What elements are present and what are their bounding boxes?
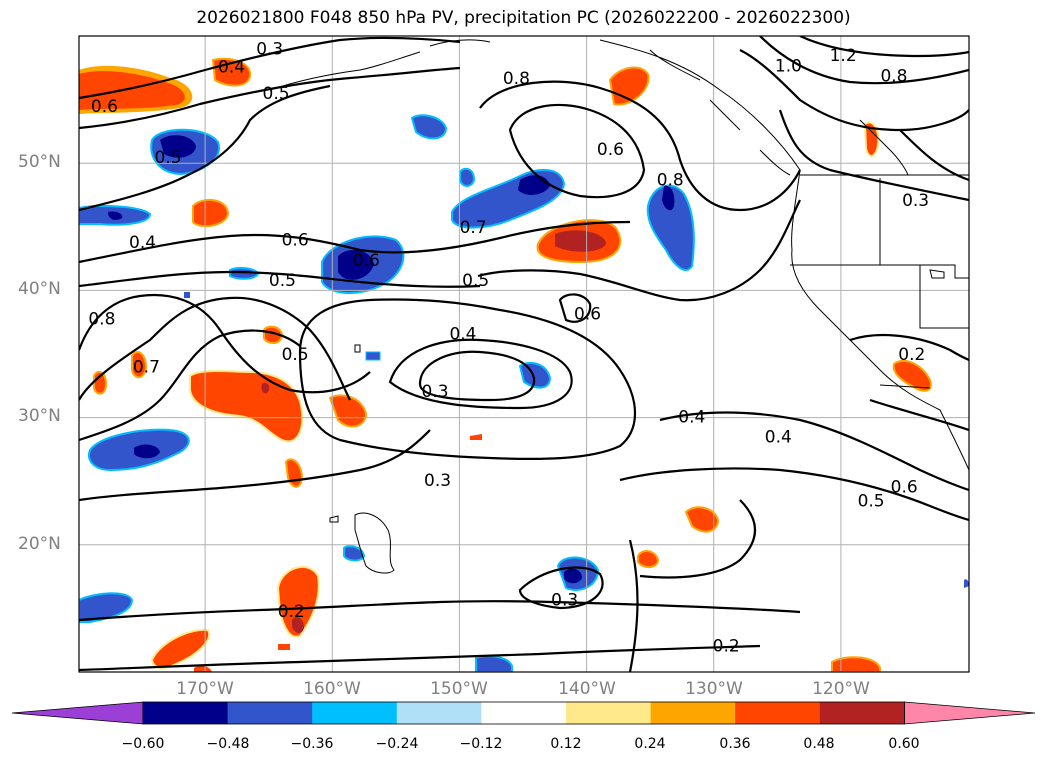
contour-label: 0.3 [256,40,283,60]
coastlines [269,39,969,574]
contour-label: 0.6 [597,140,624,160]
colorbar-tick: 0.36 [719,736,751,752]
colorbar-segment [227,702,313,724]
contour-label: 0.8 [88,309,115,329]
contour-label: 0.4 [678,407,705,427]
colorbar-segment [735,702,821,724]
contour-label: 0.5 [282,345,309,365]
contour-label: 0.6 [282,231,309,251]
colorbar-segment [566,702,652,724]
lat-label-30n: 30°N [18,406,61,426]
colorbar-frame [142,701,905,725]
colorbar-tick: 0.24 [634,736,666,752]
colorbar-segment [481,702,567,724]
colorbar-tick: −0.48 [206,736,250,752]
lat-label-20n: 20°N [18,534,61,554]
contour-label: 0.3 [551,590,578,610]
contour-labels: 0.3 0.4 0.5 0.6 0.5 0.4 0.6 0.5 0.6 0.7 0.5 0.8 0.7 0… [88,40,929,657]
colorbar [11,701,1036,725]
lon-label-170w: 170°W [176,679,234,699]
colorbar-segment [143,702,229,724]
colorbar-tick: −0.36 [290,736,334,752]
contour-label: 0.4 [765,428,792,448]
contour-label: 0.7 [133,358,160,378]
colorbar-segment [650,702,736,724]
contour-label: 0.5 [858,491,885,511]
colorbar-segment [312,702,398,724]
contour-label: 0.5 [269,271,296,291]
contour-label: 0.4 [449,325,476,345]
precip-shading [79,57,969,672]
colorbar-tick: 0.48 [803,736,835,752]
colorbar-tick: −0.12 [459,736,503,752]
colorbar-extend-min [11,701,144,725]
contour-label: 0.5 [462,271,489,291]
contour-label: 0.5 [154,148,181,168]
contour-label: 0.2 [898,345,925,365]
contour-label: 0.5 [263,84,290,104]
contour-label: 0.8 [880,66,907,86]
contour-label: 0.6 [91,97,118,117]
pv-contours [79,36,969,672]
contour-label: 0.6 [353,251,380,271]
contour-label: 0.6 [891,477,918,497]
contour-label: 0.3 [424,471,451,491]
colorbar-tick: −0.24 [375,736,419,752]
lon-label-160w: 160°W [303,679,361,699]
colorbar-extend-max [904,701,1036,725]
colorbar-segments [11,701,1036,725]
lon-label-150w: 150°W [430,679,488,699]
precip-positive-regions [79,57,932,672]
lon-label-130w: 130°W [685,679,743,699]
contour-label: 0.3 [902,191,929,211]
map-title: 2026021800 F048 850 hPa PV, precipitatio… [196,8,851,28]
graticule [79,36,969,672]
contour-label: 0.4 [218,58,245,78]
contour-label: 0.4 [129,233,156,253]
colorbar-tick: 0.12 [550,736,582,752]
lon-label-140w: 140°W [558,679,616,699]
contour-label: 0.7 [460,218,487,238]
contour-label: 0.2 [278,602,305,622]
contour-label: 0.6 [574,304,601,324]
contour-label: 0.8 [657,171,684,191]
colorbar-tick: 0.60 [888,736,920,752]
lat-label-50n: 50°N [18,152,61,172]
contour-label: 1.0 [775,56,802,76]
colorbar-segment [396,702,482,724]
lat-label-40n: 40°N [18,279,61,299]
map-frame [78,35,970,673]
contour-label: 1.2 [830,46,857,66]
contour-label: 0.2 [713,636,740,656]
contour-label: 0.8 [503,69,530,89]
contour-label: 0.3 [421,382,448,402]
colorbar-segment [819,702,905,724]
colorbar-tick: −0.60 [121,736,165,752]
lon-label-120w: 120°W [812,679,870,699]
